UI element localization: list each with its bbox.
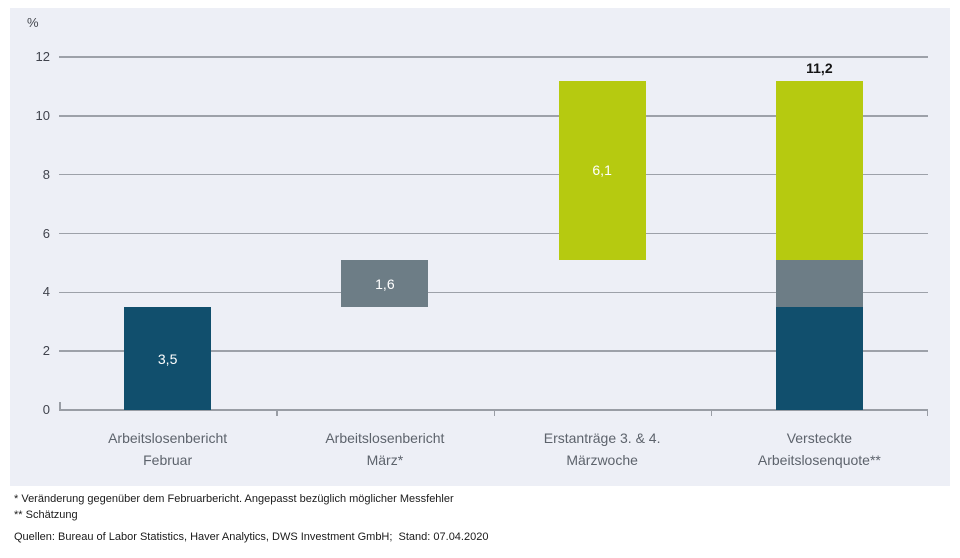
y-tick-label-0: 0 — [42, 402, 50, 417]
bar-value-label: 6,1 — [592, 162, 612, 179]
y-tick-label-2: 2 — [42, 343, 50, 359]
bar-4-segment-green — [775, 80, 863, 260]
axis-tick-2 — [493, 410, 495, 416]
bar-3-segment-green: 6,1 — [558, 80, 646, 260]
bar-1-segment-blue: 3,5 — [124, 307, 212, 410]
gridline-2 — [59, 350, 928, 352]
axis-tick-3 — [710, 410, 713, 416]
chart-panel: % 0 2 4 6 8 10 12 3,5 Arbeitslosenbericht Februa… — [10, 8, 950, 486]
x-category-label-3: Erstanträge 3. & 4. Märzwoche — [543, 430, 661, 468]
x-category-label-2: Arbeitslosenbericht März* — [325, 430, 445, 468]
y-axis-unit-label: % — [27, 15, 39, 30]
axis-tick-4 — [926, 410, 928, 416]
gridline-4 — [59, 291, 928, 294]
source-line: Quellen: Bureau of Labor Statistics, Hav… — [14, 531, 489, 543]
footnote-2: ** Schätzung — [14, 508, 78, 521]
bar-total-label: 11,2 — [806, 59, 833, 76]
bar-4-segment-gray — [775, 259, 863, 308]
y-tick-label-4: 4 — [42, 284, 50, 300]
bar-value-label: 3,5 — [157, 350, 178, 367]
bar-4-segment-blue — [775, 307, 863, 410]
gridline-12 — [59, 56, 928, 58]
y-tick-label-10: 10 — [35, 107, 50, 123]
footnotes-block: * Veränderung gegenüber dem Februarberic… — [14, 492, 488, 546]
bar-2-segment-gray: 1,6 — [341, 259, 429, 308]
gridline-8 — [59, 173, 928, 176]
y-tick-label-12: 12 — [35, 49, 50, 64]
plot-area: 0 2 4 6 8 10 12 3,5 Arbeitslosenbericht Februar 1… — [36, 49, 928, 468]
footnote-1: * Veränderung gegenüber dem Februarberic… — [14, 493, 454, 505]
axis-tick-start — [59, 402, 61, 410]
gridline-10 — [59, 115, 928, 117]
x-category-label-4: Versteckte Arbeitslosenquote** — [757, 430, 881, 468]
x-category-label-1: Arbeitslosenbericht Februar — [108, 430, 228, 468]
axis-tick-1 — [276, 410, 278, 416]
bar-value-label: 1,6 — [375, 275, 395, 292]
gridline-6 — [59, 232, 928, 235]
y-tick-label-6: 6 — [42, 225, 50, 241]
y-tick-label-8: 8 — [42, 166, 50, 182]
